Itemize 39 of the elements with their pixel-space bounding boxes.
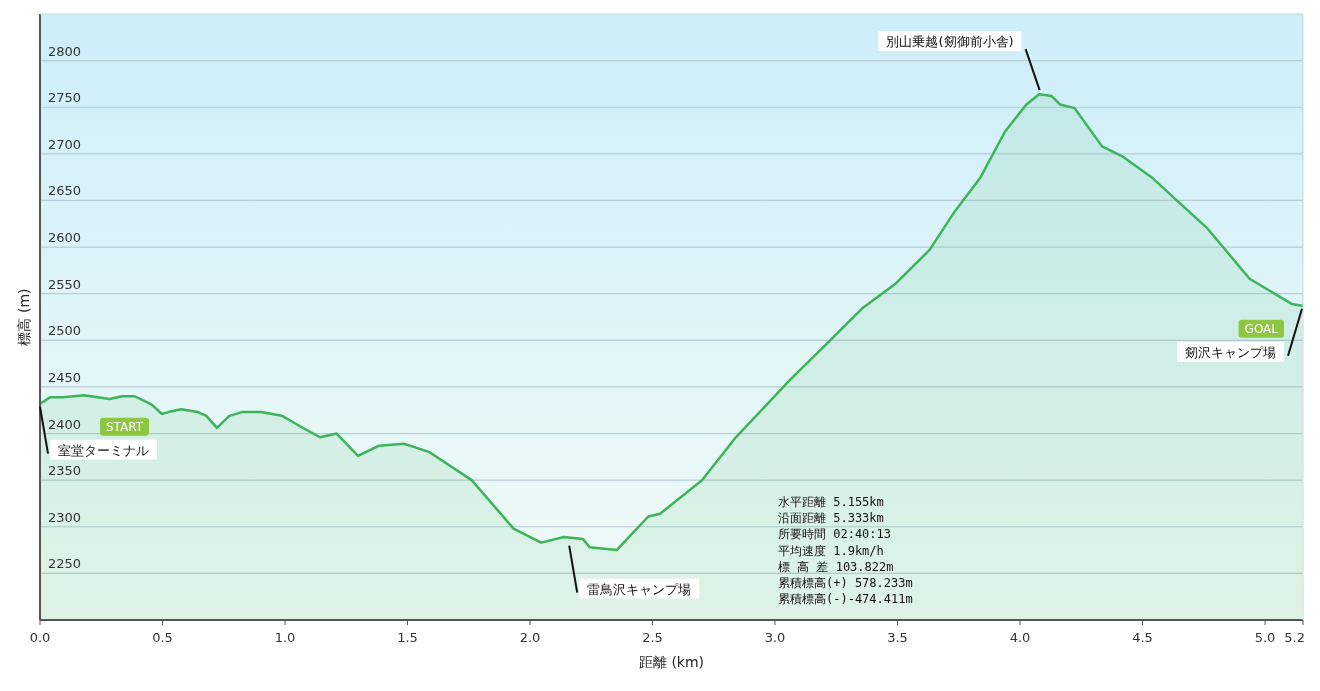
x-tick-label: 0.0 bbox=[29, 630, 51, 645]
y-tick-label: 2250 bbox=[48, 556, 82, 572]
x-tick-label: 1.5 bbox=[397, 630, 418, 645]
annotation: 剱沢キャンプ場 bbox=[1185, 344, 1277, 360]
x-axis-title: 距離 (km) bbox=[638, 654, 705, 670]
x-tick-label: 1.0 bbox=[274, 630, 296, 645]
y-tick-label: 2600 bbox=[48, 230, 82, 246]
x-tick-label: 3.0 bbox=[764, 630, 786, 645]
annotation: 標 高 差 103.822m bbox=[778, 559, 894, 574]
y-tick-label: 2800 bbox=[48, 43, 82, 59]
x-tick-label: 3.5 bbox=[887, 630, 908, 645]
y-axis-title: 標高 (m) bbox=[16, 288, 32, 346]
x-tick-label: 4.0 bbox=[1009, 630, 1031, 645]
annotation: 室堂ターミナル bbox=[58, 442, 149, 458]
annotation: 平均速度 1.9km/h bbox=[778, 543, 884, 558]
annotation: START bbox=[106, 420, 144, 435]
y-tick-label: 2700 bbox=[48, 136, 82, 152]
annotation: GOAL bbox=[1244, 322, 1279, 337]
x-tick-label: 4.5 bbox=[1132, 630, 1153, 645]
x-tick-label: 0.5 bbox=[152, 630, 173, 645]
y-tick-label: 2450 bbox=[48, 369, 82, 385]
annotation: 累積標高(-)-474.411m bbox=[778, 592, 913, 607]
annotation: 雷鳥沢キャンプ場 bbox=[587, 581, 692, 597]
annotation: 水平距離 5.155km bbox=[778, 495, 884, 509]
y-tick-label: 2400 bbox=[48, 416, 82, 432]
annotation: 沿面距離 5.333km bbox=[778, 511, 884, 526]
x-tick-label: 5.2 bbox=[1284, 630, 1305, 645]
annotation: 所要時間 02:40:13 bbox=[778, 527, 892, 542]
x-tick-label: 2.0 bbox=[519, 630, 541, 645]
y-tick-label: 2350 bbox=[48, 463, 82, 479]
y-tick-label: 2300 bbox=[48, 509, 82, 525]
y-tick-label: 2650 bbox=[48, 183, 82, 199]
annotation: 累積標高(+) 578.233m bbox=[778, 576, 913, 590]
x-tick-label: 2.5 bbox=[642, 630, 663, 645]
annotation: 別山乗越(剱御前小舎) bbox=[886, 34, 1014, 50]
y-tick-label: 2550 bbox=[48, 276, 82, 292]
y-tick-label: 2750 bbox=[48, 90, 82, 106]
y-tick-label: 2500 bbox=[48, 323, 82, 339]
x-tick-label: 5.0 bbox=[1254, 630, 1276, 645]
